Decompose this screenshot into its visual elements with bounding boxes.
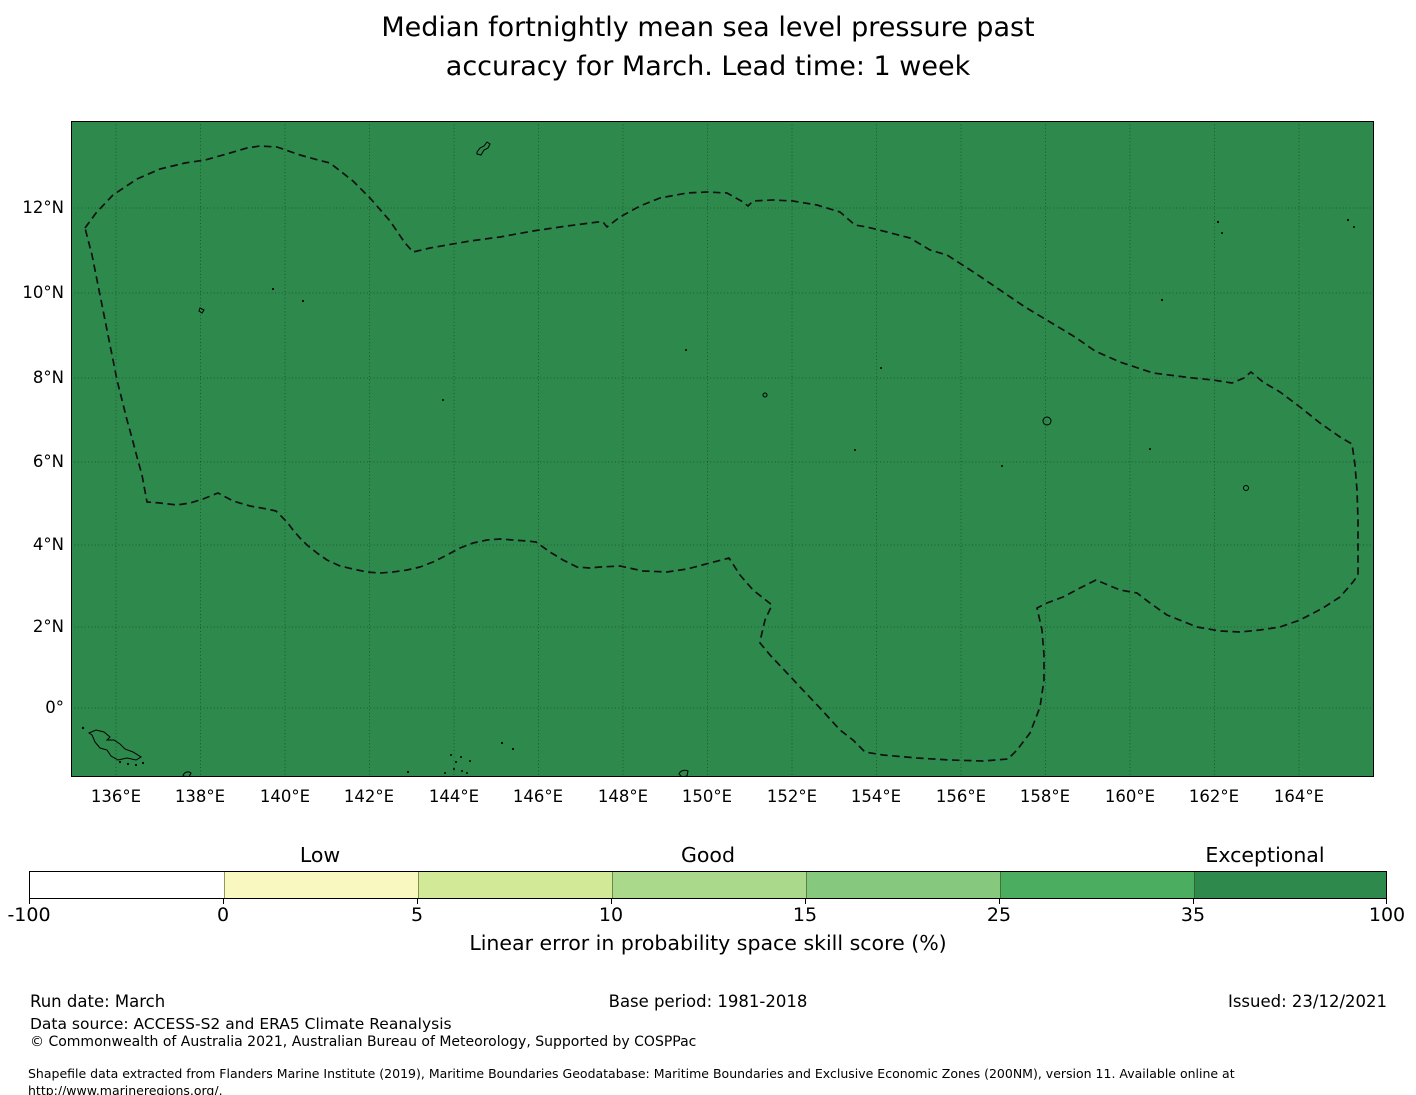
data-source-text: Data source: ACCESS-S2 and ERA5 Climate … xyxy=(30,1015,452,1033)
guam-island-outline xyxy=(476,141,491,156)
colorbar-tick-label: 100 xyxy=(1368,904,1406,926)
colorbar-segment xyxy=(612,872,806,898)
islet-ring xyxy=(762,392,768,398)
y-tick-label: 8°N xyxy=(32,368,64,387)
y-tick-label: 2°N xyxy=(32,617,64,636)
small-island-arc xyxy=(182,771,192,777)
x-tick-label: 144°E xyxy=(428,787,480,806)
y-tick-label: 0° xyxy=(45,698,64,717)
x-tick-label: 150°E xyxy=(681,787,733,806)
x-tick-label: 160°E xyxy=(1104,787,1156,806)
colorbar-tick-mark xyxy=(1193,899,1194,904)
colorbar-segment xyxy=(224,872,418,898)
colorbar-tick-label: 25 xyxy=(986,904,1012,926)
base-period-text: Base period: 1981-2018 xyxy=(608,992,808,1011)
x-tick-label: 158°E xyxy=(1019,787,1071,806)
map-canvas xyxy=(71,121,1374,777)
colorbar-tick-label: 10 xyxy=(598,904,624,926)
colorbar-segment xyxy=(418,872,612,898)
colorbar-tick-label: 5 xyxy=(410,904,424,926)
x-tick-label: 154°E xyxy=(850,787,902,806)
x-tick-label: 152°E xyxy=(766,787,818,806)
islet-ring xyxy=(1243,485,1249,491)
map-border xyxy=(71,121,1374,777)
colorbar-tick-label: 15 xyxy=(792,904,818,926)
colorbar-quality-label-low: Low xyxy=(299,843,341,867)
colorbar-quality-label-good: Good xyxy=(681,843,735,867)
x-tick-label: 162°E xyxy=(1188,787,1240,806)
atoll-ring xyxy=(1042,416,1052,426)
chart-title-line1: Median fortnightly mean sea level pressu… xyxy=(381,12,1035,43)
x-tick-label: 156°E xyxy=(935,787,987,806)
colorbar-tick-mark xyxy=(805,899,806,904)
x-tick-label: 136°E xyxy=(90,787,142,806)
x-tick-label: 146°E xyxy=(512,787,564,806)
colorbar-tick-label: 0 xyxy=(216,904,230,926)
colorbar-axis-label: Linear error in probability space skill … xyxy=(469,931,947,955)
colorbar-tick-mark xyxy=(1386,899,1387,904)
colorbar-tick-mark xyxy=(999,899,1000,904)
chart-title-line2: accuracy for March. Lead time: 1 week xyxy=(445,51,971,82)
solomons-coastline xyxy=(87,729,142,761)
colorbar-tick-label: -100 xyxy=(7,904,51,926)
colorbar-segment xyxy=(1000,872,1194,898)
y-tick-label: 12°N xyxy=(22,198,64,217)
x-tick-label: 140°E xyxy=(259,787,311,806)
copyright-text: © Commonwealth of Australia 2021, Austra… xyxy=(30,1034,697,1050)
colorbar-tick-mark xyxy=(29,899,30,904)
colorbar-segment xyxy=(30,872,224,898)
x-tick-label: 138°E xyxy=(174,787,226,806)
eez-dashed-boundary xyxy=(84,145,1359,762)
chart-title: Median fortnightly mean sea level pressu… xyxy=(0,8,1416,86)
colorbar-tick-mark xyxy=(417,899,418,904)
colorbar xyxy=(29,871,1387,899)
colorbar-quality-label-exceptional: Exceptional xyxy=(1205,843,1325,867)
colorbar-segment xyxy=(806,872,1000,898)
colorbar-tick-label: 35 xyxy=(1180,904,1206,926)
island-dots xyxy=(81,218,1355,774)
x-tick-label: 142°E xyxy=(343,787,395,806)
colorbar-tick-mark xyxy=(223,899,224,904)
y-tick-label: 10°N xyxy=(22,283,64,302)
y-tick-label: 4°N xyxy=(32,535,64,554)
issued-date-text: Issued: 23/12/2021 xyxy=(1227,992,1387,1011)
sea-fill xyxy=(71,121,1374,777)
shapefile-attribution-text: Shapefile data extracted from Flanders M… xyxy=(28,1066,1235,1095)
yap-island-outline xyxy=(198,307,205,314)
colorbar-tick-mark xyxy=(611,899,612,904)
colorbar-segment xyxy=(1194,872,1386,898)
run-date-text: Run date: March xyxy=(30,992,166,1011)
x-tick-label: 164°E xyxy=(1273,787,1325,806)
x-tick-label: 148°E xyxy=(597,787,649,806)
y-tick-label: 6°N xyxy=(32,452,64,471)
